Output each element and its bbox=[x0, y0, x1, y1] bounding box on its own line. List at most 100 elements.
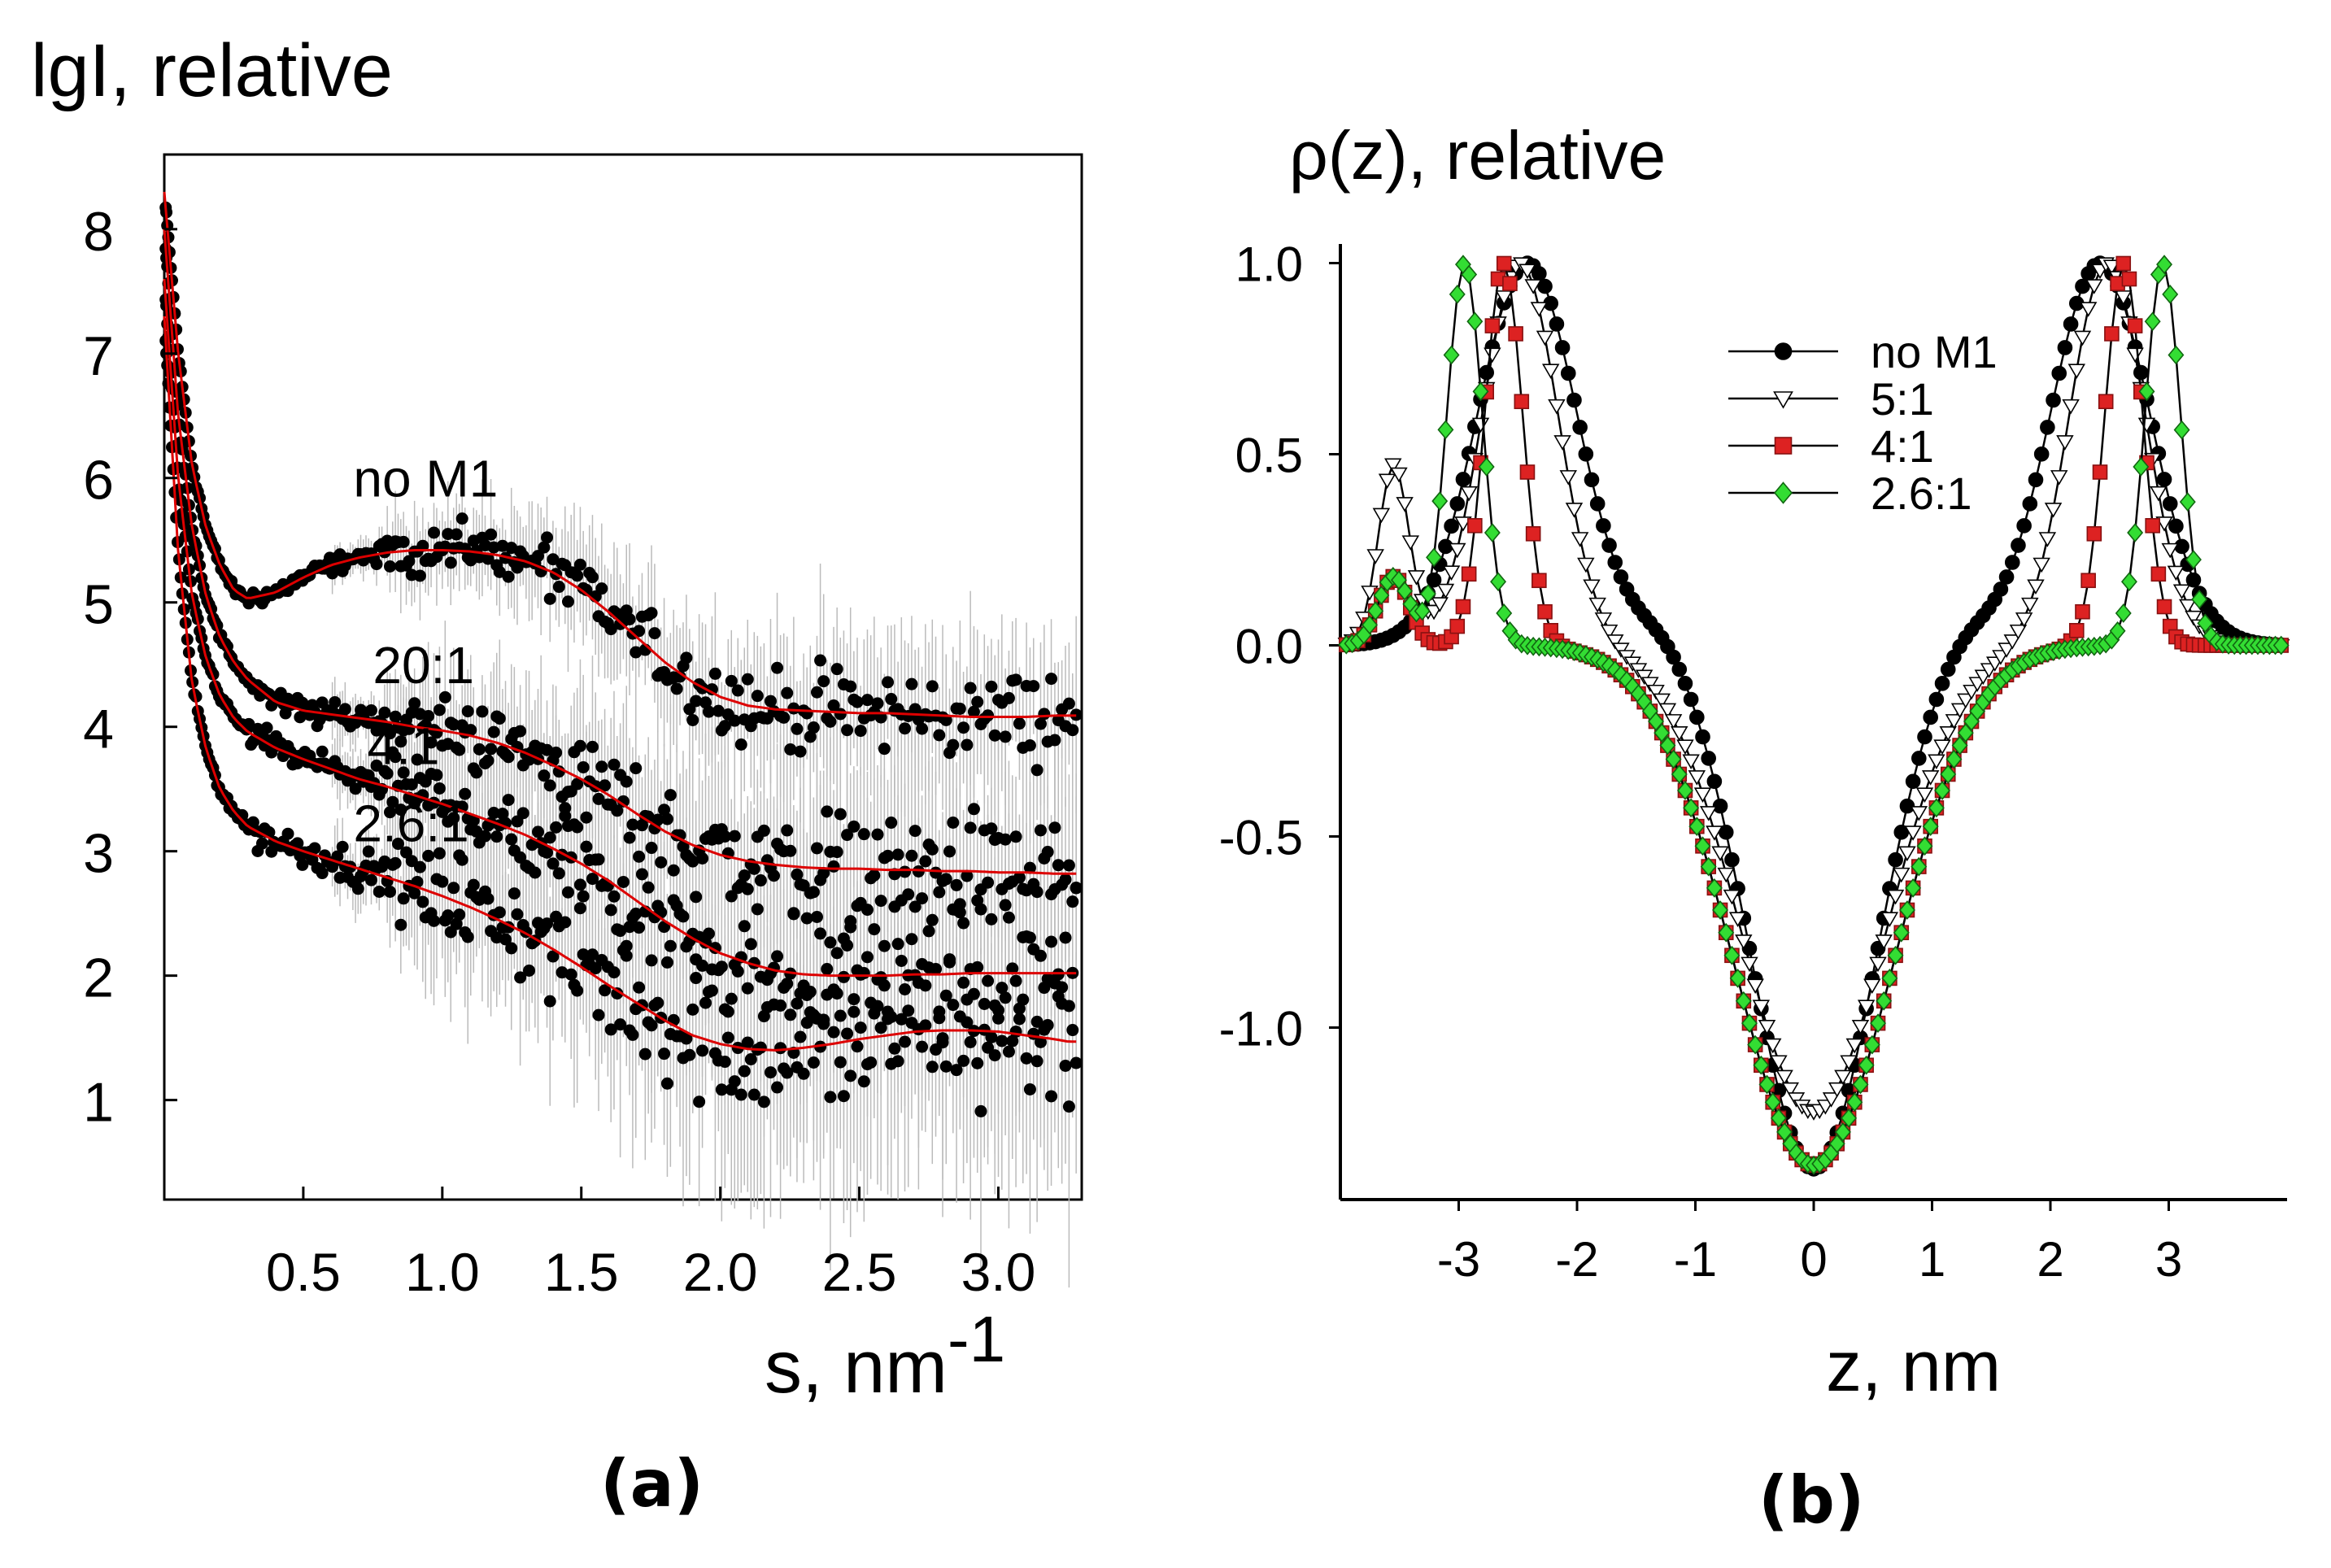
panel-a-data-points bbox=[159, 201, 1083, 1117]
panel-a-data-point bbox=[635, 819, 648, 832]
panel-a-data-point bbox=[804, 986, 817, 999]
panel-b-data-point bbox=[2028, 472, 2044, 488]
panel-b-data-point bbox=[1566, 392, 1582, 408]
panel-a-data-point bbox=[608, 966, 621, 979]
panel-a-data-point bbox=[725, 992, 738, 1005]
panel-a-data-point bbox=[397, 766, 410, 779]
panel-b-data-point bbox=[1880, 912, 1899, 927]
panel-a-data-point bbox=[804, 730, 817, 743]
panel-a-data-point bbox=[947, 816, 960, 829]
panel-b-data-point bbox=[2073, 330, 2092, 346]
panel-a-data-point bbox=[905, 849, 918, 862]
panel-a-data-point bbox=[834, 1009, 847, 1022]
panel-a-data-point bbox=[543, 779, 556, 792]
panel-a-data-point bbox=[967, 803, 980, 816]
panel-a-data-point bbox=[999, 833, 1012, 846]
panel-a-data-point bbox=[919, 979, 932, 992]
panel-a-data-point bbox=[693, 1095, 706, 1108]
panel-a-data-point bbox=[728, 1075, 741, 1088]
panel-a-data-point bbox=[651, 996, 664, 1009]
panel-b-data-point bbox=[2162, 496, 2178, 512]
panel-a-data-point bbox=[389, 856, 402, 869]
panel-b-data-point bbox=[2033, 557, 2050, 573]
panel-b-data-point bbox=[1454, 516, 1472, 532]
panel-a-data-point bbox=[383, 885, 396, 898]
panel-b-data-point bbox=[1846, 1092, 1863, 1113]
panel-b-data-point bbox=[2104, 326, 2120, 342]
panel-b-data-point bbox=[1414, 601, 1431, 621]
panel-a-data-point bbox=[757, 1095, 770, 1108]
panel-b-data-point bbox=[2185, 610, 2202, 626]
panel-b-data-point bbox=[1531, 266, 1547, 281]
panel-a-data-point bbox=[999, 730, 1012, 743]
panel-a-data-point bbox=[778, 711, 791, 724]
panel-b-data-point bbox=[2191, 590, 2208, 609]
panel-a-data-point bbox=[1070, 881, 1083, 894]
panel-a-data-point bbox=[493, 712, 506, 725]
panel-b-data-point bbox=[1898, 900, 1915, 920]
panel-a-data-point bbox=[874, 1021, 887, 1034]
panel-b-data-point bbox=[1366, 549, 1384, 564]
panel-a-data-point bbox=[538, 541, 551, 554]
panel-b-data-point bbox=[1881, 969, 1898, 988]
panel-a-data-point bbox=[1066, 1024, 1079, 1037]
panel-a-data-point bbox=[677, 910, 690, 923]
panel-a-data-point bbox=[787, 908, 800, 921]
panel-a-data-point bbox=[764, 695, 777, 708]
panel-a-data-point bbox=[1052, 859, 1065, 872]
panel-a-data-point bbox=[810, 910, 823, 923]
panel-a-data-point bbox=[982, 876, 995, 889]
panel-a-data-point bbox=[964, 1035, 977, 1048]
panel-a-data-point bbox=[784, 844, 797, 857]
panel-a-data-point bbox=[433, 847, 446, 860]
panel-b-data-point bbox=[1998, 642, 2015, 658]
panel-b-data-point bbox=[1484, 318, 1501, 333]
panel-a-data-point bbox=[478, 830, 491, 843]
panel-a-data-point bbox=[781, 1066, 794, 1079]
panel-a-data-point bbox=[721, 1005, 734, 1018]
panel-b-data-point bbox=[1957, 723, 1974, 743]
panel-b-data-point bbox=[1613, 569, 1629, 585]
panel-b-data-point bbox=[2021, 597, 2039, 613]
panel-a-data-point bbox=[888, 900, 901, 913]
panel-a-data-point bbox=[791, 868, 804, 881]
panel-a-data-point bbox=[971, 695, 984, 708]
panel-a-data-point bbox=[953, 1010, 966, 1023]
panel-a-data-point bbox=[447, 882, 460, 895]
panel-b-data-point bbox=[1752, 1000, 1771, 1015]
panel-a-data-point bbox=[351, 882, 364, 895]
panel-b-data-point bbox=[1905, 878, 1922, 898]
panel-a-data-point bbox=[623, 612, 636, 625]
panel-a-data-point bbox=[1030, 1055, 1044, 1068]
panel-a-data-point bbox=[416, 895, 429, 908]
panel-b-data-point bbox=[2092, 464, 2108, 480]
panel-b-data-point bbox=[2115, 603, 2132, 623]
panel-b-data-point bbox=[1747, 1034, 1764, 1055]
panel-a-data-point bbox=[455, 512, 468, 525]
panel-a-data-point bbox=[996, 982, 1009, 995]
panel-a-data-point bbox=[905, 677, 918, 690]
panel-b-data-point bbox=[2126, 347, 2144, 364]
panel-a-data-point bbox=[747, 1088, 760, 1101]
panel-a-saxs-chart: lgI, relative 1 2 3 4 5 6 7 8 0.5 1.0 1.5 2.0 2.5 3.… bbox=[31, 29, 1083, 1522]
panel-a-data-point bbox=[912, 865, 925, 878]
panel-a-data-point bbox=[878, 743, 891, 756]
panel-a-x-axis-title-superscript: -1 bbox=[948, 1303, 1005, 1375]
panel-a-data-point bbox=[490, 830, 503, 843]
panel-a-data-point bbox=[592, 853, 605, 866]
panel-a-curve-label: 4:1 bbox=[368, 717, 440, 776]
panel-a-data-point bbox=[985, 912, 998, 926]
panel-a-data-point bbox=[768, 998, 781, 1011]
panel-a-data-point bbox=[1030, 886, 1044, 899]
panel-a-data-point bbox=[481, 754, 495, 767]
panel-b-data-point bbox=[1683, 798, 1700, 818]
panel-a-data-point bbox=[741, 1036, 754, 1049]
panel-a-y-axis-title: lgI, relative bbox=[31, 29, 393, 112]
panel-a-data-point bbox=[436, 875, 449, 888]
panel-b-data-point bbox=[1571, 532, 1589, 547]
panel-b-data-point bbox=[1588, 597, 1606, 613]
panel-a-data-point bbox=[834, 1056, 847, 1069]
panel-a-data-point bbox=[459, 787, 472, 800]
panel-a-data-point bbox=[642, 881, 655, 894]
panel-b-data-point bbox=[1490, 572, 1507, 592]
